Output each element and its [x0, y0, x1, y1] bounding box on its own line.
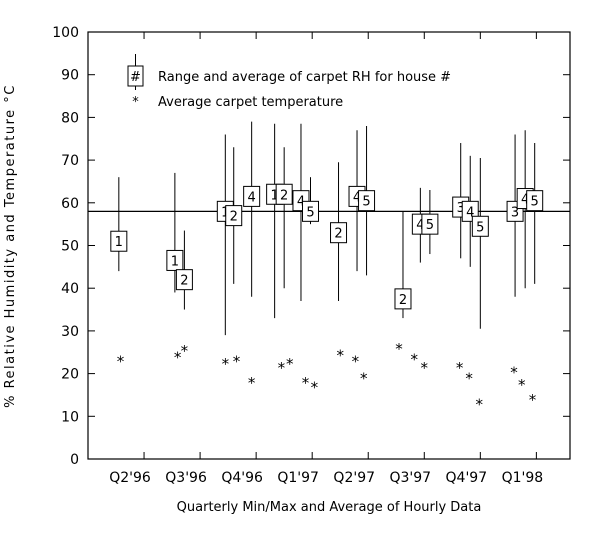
house-number-label: 2 — [280, 188, 288, 203]
house-number-label: 2 — [399, 293, 407, 308]
rh-average-box — [330, 222, 348, 244]
temperature-point: * — [421, 359, 429, 377]
y-tick-label: 60 — [61, 196, 79, 212]
temperature-point: * — [117, 353, 125, 371]
house-number-label: 4 — [353, 190, 361, 205]
house-number-label: 5 — [426, 218, 434, 233]
x-tick-label: Q3'97 — [389, 470, 431, 486]
house-number-label: 2 — [230, 210, 238, 225]
rh-average-box — [421, 213, 439, 235]
x-tick-label: Q4'97 — [446, 470, 488, 486]
axis-ticks: 0 10 20 30 40 50 60 70 80 90 100 Q2'96 Q3'96 Q4'96 Q1'… — [52, 25, 570, 486]
house-number-label: 4 — [466, 205, 474, 220]
house-number-label: 3 — [457, 201, 465, 216]
rh-average-box — [394, 288, 412, 310]
temperature-point: * — [174, 348, 182, 366]
rh-average-box — [175, 269, 193, 291]
house-number-label: 4 — [521, 193, 529, 208]
temperature-point: * — [278, 359, 286, 377]
y-tick-label: 0 — [70, 452, 79, 468]
temperature-point: * — [529, 391, 537, 409]
y-tick-label: 50 — [61, 239, 79, 255]
house-number-label: 1 — [115, 235, 123, 250]
y-tick-label: 10 — [61, 409, 79, 425]
temperature-point: * — [352, 353, 360, 371]
house-number-label: 4 — [297, 195, 305, 210]
x-tick-label: Q4'96 — [221, 470, 263, 486]
legend-range-label: Range and average of carpet RH for house… — [158, 70, 451, 85]
legend-box-symbol-text: # — [130, 70, 141, 85]
x-axis-label: Quarterly Min/Max and Average of Hourly … — [177, 500, 482, 515]
y-tick-label: 70 — [61, 153, 79, 169]
x-tick-label: Q2'96 — [109, 470, 151, 486]
house-number-label: 2 — [180, 274, 188, 289]
x-tick-label: Q2'97 — [333, 470, 375, 486]
rh-average-box — [358, 190, 376, 212]
house-number-label: 5 — [306, 205, 314, 220]
house-number-label: 1 — [171, 254, 179, 269]
rh-average-box — [275, 183, 293, 205]
house-number-label: 4 — [248, 190, 256, 205]
temperature-point: * — [311, 378, 319, 396]
temperature-point: * — [233, 353, 241, 371]
temperature-point: * — [475, 395, 483, 413]
legend: # Range and average of carpet RH for hou… — [127, 54, 451, 110]
temperature-point: * — [222, 355, 230, 373]
x-tick-label: Q1'98 — [502, 470, 544, 486]
house-number-label: 2 — [334, 227, 342, 242]
house-number-label: 5 — [362, 195, 370, 210]
house-number-label: 4 — [416, 218, 424, 233]
house-number-label: 3 — [511, 205, 519, 220]
y-tick-label: 80 — [61, 110, 79, 126]
temperature-point: * — [456, 359, 464, 377]
x-tick-label: Q3'96 — [165, 470, 207, 486]
y-tick-label: 100 — [52, 25, 79, 41]
rh-average-box — [166, 249, 184, 271]
y-axis-label: % Relative Humidity and Temperature °C — [3, 84, 18, 408]
y-tick-label: 30 — [61, 324, 79, 340]
legend-temp-label: Average carpet temperature — [158, 95, 343, 110]
temperature-point: * — [465, 370, 473, 388]
rh-average-box — [471, 215, 489, 237]
temperature-point: * — [302, 374, 310, 392]
temperature-point: * — [360, 370, 368, 388]
y-tick-label: 40 — [61, 281, 79, 297]
temperature-point: * — [181, 342, 189, 360]
temperature-point: * — [518, 376, 526, 394]
y-tick-label: 90 — [61, 68, 79, 84]
temperature-point: * — [410, 351, 418, 369]
rh-average-box — [110, 230, 128, 252]
house-number-label: 5 — [476, 220, 484, 235]
temperature-point: * — [336, 346, 344, 364]
house-number-label: 1 — [270, 188, 278, 203]
x-tick-label: Q1'97 — [277, 470, 319, 486]
temperature-point: * — [395, 340, 403, 358]
temperature-point: * — [510, 363, 518, 381]
y-tick-label: 20 — [61, 367, 79, 383]
rh-average-box — [225, 205, 243, 227]
chart-marks: 1121241245245245345345******************… — [110, 121, 544, 413]
temperature-point: * — [286, 355, 294, 373]
temperature-point: * — [248, 374, 256, 392]
rh-average-box — [243, 185, 261, 207]
legend-temp-symbol: * — [132, 95, 139, 110]
rh-average-box — [302, 200, 320, 222]
house-number-label: 5 — [531, 195, 539, 210]
rh-average-box — [526, 190, 544, 212]
